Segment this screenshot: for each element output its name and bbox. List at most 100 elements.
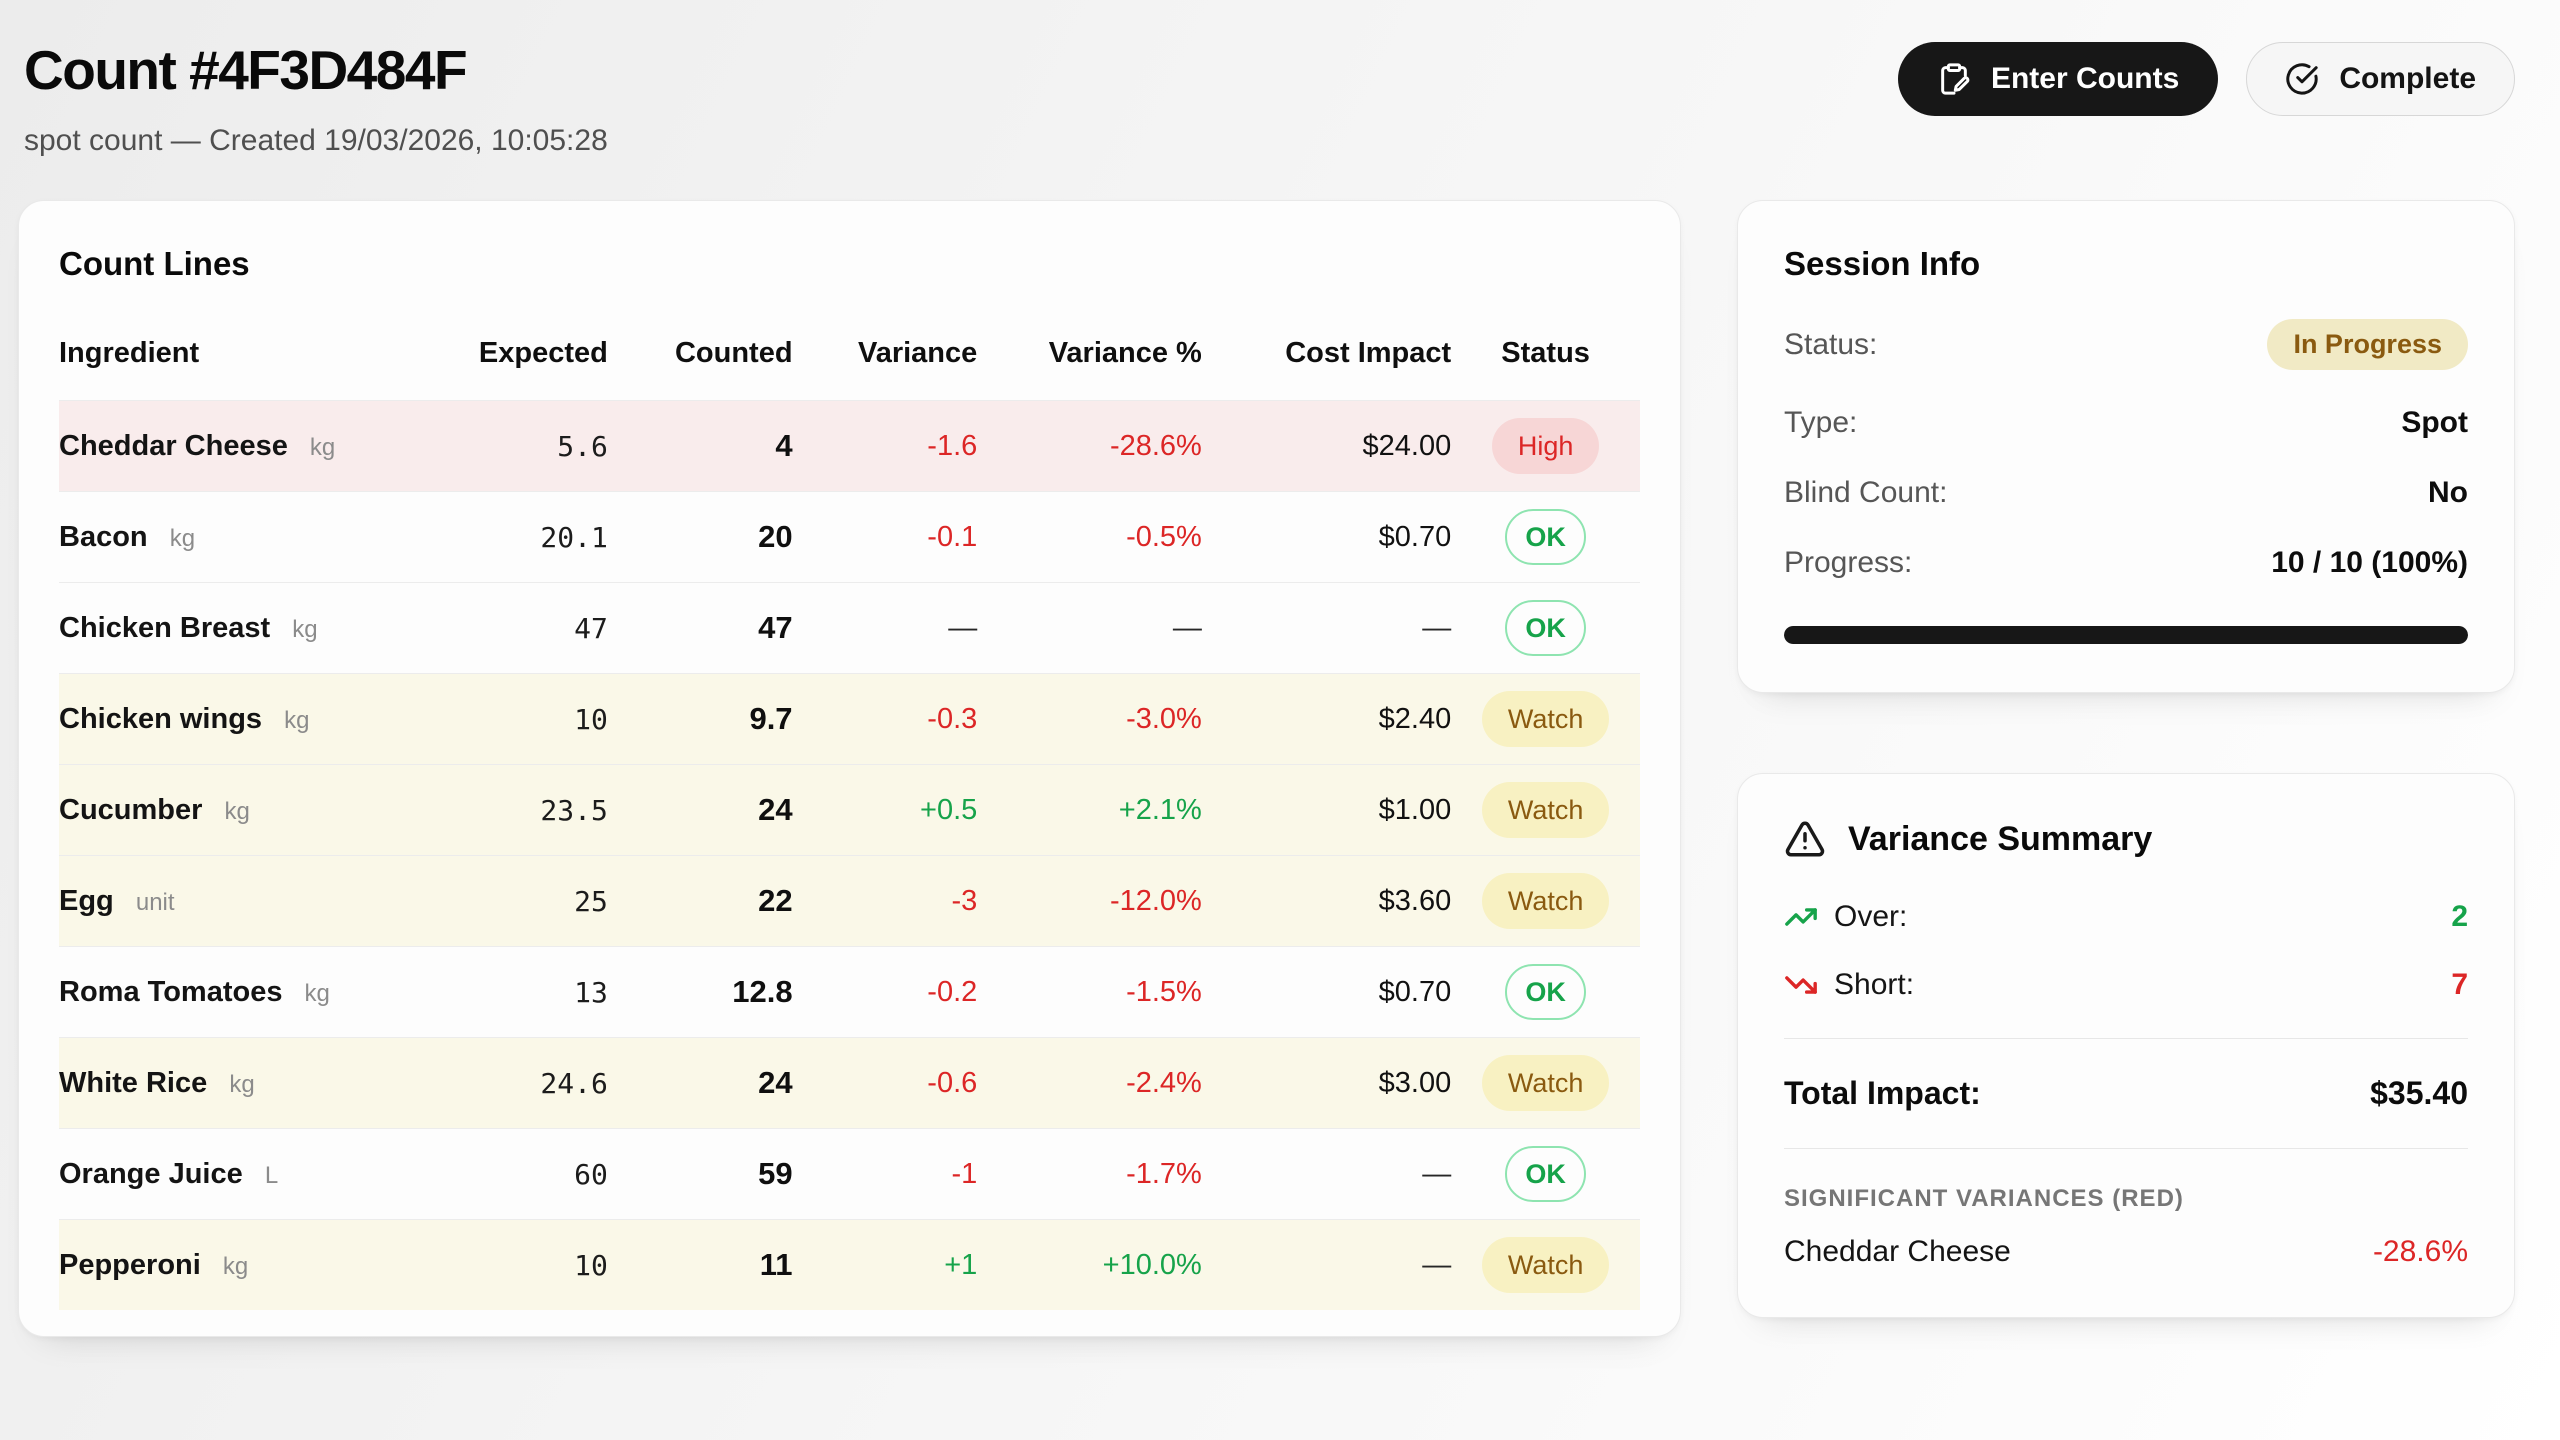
ingredient-cell: Pepperoni kg (59, 1220, 448, 1311)
status-cell: High (1451, 401, 1640, 492)
count-line-row[interactable]: Cucumber kg 23.5 24 +0.5 +2.1% $1.00 Wat… (59, 764, 1640, 856)
cost-impact-cell: $24.00 (1362, 429, 1452, 462)
col-header-cost-impact: Cost Impact (1285, 337, 1452, 369)
expected-cell: 13 (574, 975, 608, 1009)
variance-summary-title: Variance Summary (1848, 819, 2153, 858)
cost-impact-cell: $0.70 (1378, 975, 1452, 1008)
divider (1784, 1148, 2468, 1149)
count-line-row[interactable]: Egg unit 25 22 -3 -12.0% $3.60 Watch (59, 855, 1640, 947)
expected-cell: 60 (574, 1157, 608, 1191)
circle-check-icon (2285, 62, 2319, 96)
session-info-card: Session Info Status: In Progress Type: S… (1737, 200, 2515, 693)
expected-cell: 5.6 (557, 429, 608, 463)
ingredient-unit: kg (309, 433, 336, 461)
variance-pct-cell: -2.4% (1126, 1066, 1202, 1099)
ingredient-unit: kg (304, 979, 330, 1007)
cost-impact-cell: $1.00 (1378, 793, 1452, 826)
status-cell: Watch (1451, 765, 1640, 856)
status-cell: Watch (1451, 674, 1640, 765)
expected-cell: 47 (574, 611, 608, 645)
variance-pct-cell: -12.0% (1109, 884, 1202, 917)
session-status-label: Status: (1784, 327, 1878, 361)
ingredient-cell: Bacon kg (59, 492, 448, 583)
variance-cell: +1 (944, 1248, 978, 1281)
count-line-row[interactable]: Chicken wings kg 10 9.7 -0.3 -3.0% $2.40… (59, 673, 1640, 765)
significant-variances-label: SIGNIFICANT VARIANCES (RED) (1784, 1185, 2184, 1212)
page-subtitle: spot count — Created 19/03/2026, 10:05:2… (24, 124, 608, 157)
ingredient-name: Roma Tomatoes (59, 975, 283, 1008)
expected-cell: 10 (574, 702, 608, 736)
col-header-variance-pct: Variance % (1048, 337, 1202, 369)
count-line-row[interactable]: Roma Tomatoes kg 13 12.8 -0.2 -1.5% $0.7… (59, 946, 1640, 1038)
session-blind-value: No (2428, 476, 2468, 509)
status-cell: Watch (1451, 1038, 1640, 1129)
enter-counts-button[interactable]: Enter Counts (1897, 42, 2219, 116)
significant-variance-name: Cheddar Cheese (1784, 1235, 2011, 1268)
status-badge: Watch (1481, 1237, 1610, 1293)
cost-impact-cell: $0.70 (1378, 520, 1452, 553)
cost-impact-cell: $2.40 (1378, 702, 1452, 735)
count-line-row[interactable]: Orange Juice L 60 59 -1 -1.7% — OK (59, 1128, 1640, 1220)
ingredient-name: Cheddar Cheese (59, 429, 288, 462)
session-progress-row: Progress: 10 / 10 (100%) (1784, 546, 2468, 580)
count-lines-table-head: Ingredient Expected Counted Variance Var… (59, 309, 1640, 401)
status-cell: OK (1451, 947, 1640, 1038)
ingredient-unit: kg (222, 1252, 249, 1280)
status-badge: Watch (1481, 1055, 1610, 1111)
expected-cell: 20.1 (540, 520, 608, 554)
ingredient-name: Orange Juice (59, 1157, 243, 1190)
status-badge: OK (1505, 509, 1586, 565)
cost-impact-cell: — (1422, 1248, 1452, 1281)
complete-button[interactable]: Complete (2246, 42, 2515, 116)
significant-list: Cheddar Cheese -28.6% (1784, 1235, 2468, 1269)
page-header: Count #4F3D484F spot count — Created 19/… (0, 0, 2560, 158)
session-type-row: Type: Spot (1784, 406, 2468, 440)
variance-pct-cell: +2.1% (1118, 793, 1202, 826)
over-row: Over: 2 (1784, 900, 2468, 934)
page-header-text: Count #4F3D484F spot count — Created 19/… (24, 30, 608, 158)
count-line-row[interactable]: Cheddar Cheese kg 5.6 4 -1.6 -28.6% $24.… (59, 400, 1640, 492)
count-line-row[interactable]: Pepperoni kg 10 11 +1 +10.0% — Watch (59, 1219, 1640, 1311)
variance-pct-cell: — (1172, 611, 1202, 644)
variance-summary-header: Variance Summary (1784, 818, 2468, 860)
counted-cell: 47 (758, 610, 793, 645)
triangle-alert-icon (1784, 818, 1826, 860)
session-type-label: Type: (1784, 406, 1858, 439)
complete-label: Complete (2339, 62, 2476, 95)
count-line-row[interactable]: Bacon kg 20.1 20 -0.1 -0.5% $0.70 OK (59, 491, 1640, 583)
counted-cell: 4 (775, 428, 793, 463)
enter-counts-label: Enter Counts (1990, 62, 2180, 95)
col-header-ingredient: Ingredient (59, 337, 200, 369)
variance-pct-cell: -0.5% (1126, 520, 1202, 553)
variance-pct-cell: -28.6% (1109, 429, 1202, 462)
count-table-body: Cheddar Cheese kg 5.6 4 -1.6 -28.6% $24.… (59, 400, 1640, 1311)
variance-cell: -0.1 (927, 520, 978, 553)
variance-cell: -0.3 (927, 702, 978, 735)
ingredient-name: Chicken wings (59, 702, 263, 735)
col-header-counted: Counted (674, 337, 793, 369)
count-line-row[interactable]: Chicken Breast kg 47 47 — — — OK (59, 582, 1640, 674)
counted-cell: 12.8 (732, 974, 793, 1009)
ingredient-name: Bacon (59, 520, 148, 553)
status-cell: OK (1451, 583, 1640, 674)
variance-cell: +0.5 (920, 793, 978, 826)
expected-cell: 23.5 (540, 793, 608, 827)
count-line-row[interactable]: White Rice kg 24.6 24 -0.6 -2.4% $3.00 W… (59, 1037, 1640, 1129)
total-impact-label: Total Impact: (1784, 1075, 1981, 1111)
status-cell: OK (1451, 1129, 1640, 1220)
counted-cell: 11 (759, 1247, 793, 1282)
ingredient-cell: White Rice kg (59, 1038, 448, 1129)
cost-impact-cell: $3.60 (1378, 884, 1452, 917)
ingredient-unit: kg (169, 524, 196, 552)
status-badge: High (1491, 418, 1600, 474)
ingredient-name: Chicken Breast (59, 611, 271, 644)
ingredient-unit: unit (135, 888, 175, 916)
status-cell: Watch (1451, 856, 1640, 947)
ingredient-cell: Roma Tomatoes kg (59, 947, 448, 1038)
page-title: Count #4F3D484F (24, 39, 468, 101)
expected-cell: 25 (574, 884, 608, 918)
divider (1784, 1038, 2468, 1039)
ingredient-name: Pepperoni (59, 1248, 201, 1281)
col-header-status: Status (1501, 337, 1590, 369)
